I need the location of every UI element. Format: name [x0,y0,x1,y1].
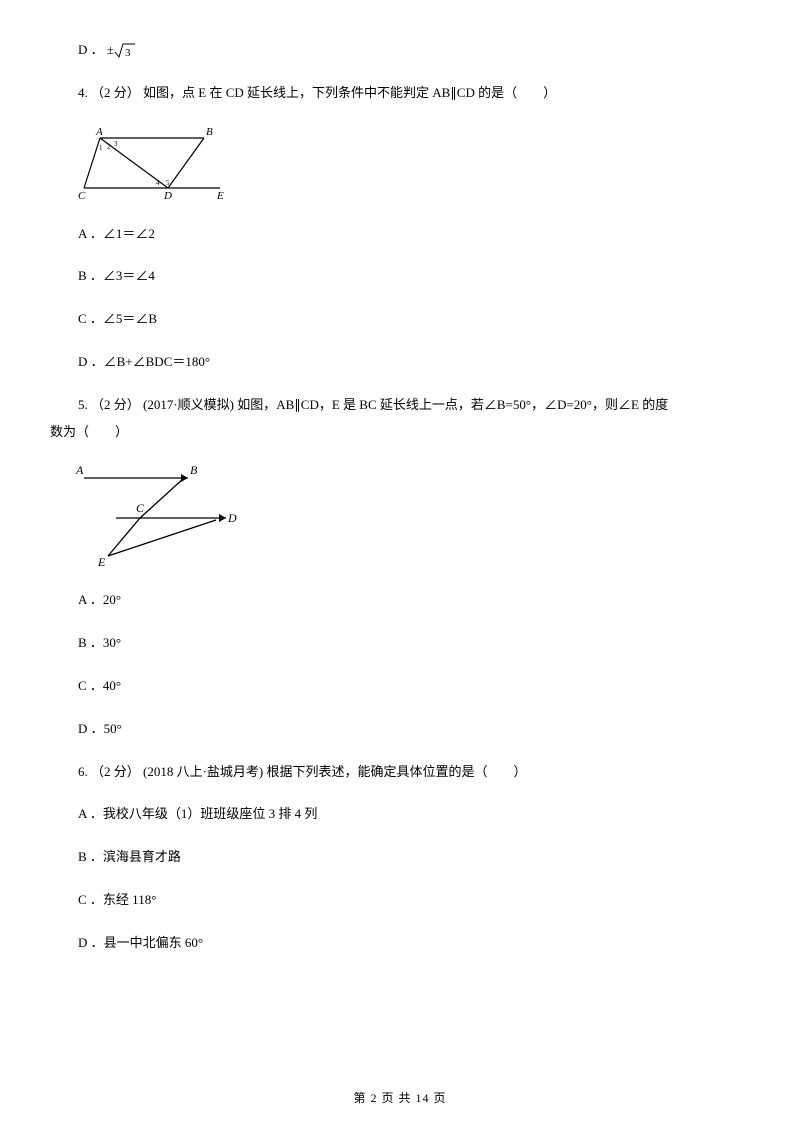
q5-option-b: B ．30° [50,633,750,654]
q4-option-d: D ．∠B+∠BDC＝180° [50,352,750,373]
q6-option-b: B ．滨海县育才路 [50,847,750,868]
svg-text:D: D [227,511,237,525]
q6-stem: 6. （2 分） (2018 八上·盐城月考) 根据下列表述，能确定具体位置的是… [50,762,750,783]
q5-diagram: A B C D E [68,460,750,570]
svg-text:C: C [136,501,145,515]
q4-diagram: 1 2 3 4 5 A B C D E [78,126,750,204]
q5-option-c: C ．40° [50,676,750,697]
q5-stem-line1: 5. （2 分） (2017·顺义模拟) 如图，AB∥CD，E 是 BC 延长线… [50,395,750,416]
svg-text:B: B [190,463,198,477]
q4-label-c: C [78,190,86,202]
q4-label-d: D [163,190,172,202]
q5-stem-line2: 数为（ ） [50,422,750,443]
svg-text:1: 1 [99,144,103,152]
q4-option-b: B ．∠3＝∠4 [50,266,750,287]
svg-text:3: 3 [125,47,131,59]
svg-text:4: 4 [156,179,160,187]
page-footer: 第 2 页 共 14 页 [0,1089,800,1108]
q4-option-c: C ．∠5＝∠B [50,309,750,330]
q3-option-d-value: ± [107,42,114,57]
svg-text:E: E [97,555,106,569]
q6-option-a: A ．我校八年级（1）班班级座位 3 排 4 列 [50,804,750,825]
svg-text:A: A [75,463,84,477]
q5-option-a: A ．20° [50,590,750,611]
q6-option-c: C ．东经 118° [50,890,750,911]
q3-option-d-prefix: D ． [78,42,104,57]
q4-label-e: E [216,190,224,202]
svg-text:5: 5 [166,179,170,187]
q3-option-d: D ． ± 3 [50,40,750,61]
svg-text:2: 2 [107,143,111,151]
q4-label-a: A [95,126,103,138]
q4-stem: 4. （2 分） 如图，点 E 在 CD 延长线上，下列条件中不能判定 AB∥C… [50,83,750,104]
q4-option-a: A ．∠1＝∠2 [50,224,750,245]
sqrt3-icon: 3 [114,42,136,60]
q6-option-d: D ．县一中北偏东 60° [50,933,750,954]
q5-option-d: D ．50° [50,719,750,740]
svg-text:3: 3 [114,140,118,148]
q4-label-b: B [206,126,213,138]
